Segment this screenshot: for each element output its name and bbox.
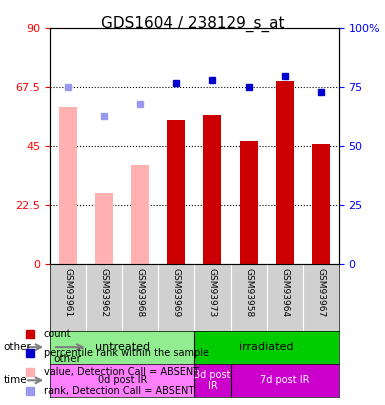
Bar [95, 194, 113, 264]
Bar [59, 107, 77, 264]
Text: time: time [4, 375, 27, 385]
Text: other: other [53, 354, 81, 364]
Bar [194, 330, 339, 364]
Bar [50, 364, 194, 397]
Text: rank, Detection Call = ABSENT: rank, Detection Call = ABSENT [44, 386, 194, 396]
Text: GSM93967: GSM93967 [316, 268, 325, 317]
Text: GSM93958: GSM93958 [244, 268, 253, 317]
Text: 7d post IR: 7d post IR [260, 375, 310, 385]
Bar [194, 364, 231, 397]
Text: GSM93973: GSM93973 [208, 268, 217, 317]
Bar [276, 81, 294, 264]
Bar [312, 144, 330, 264]
Text: other: other [4, 342, 32, 352]
Text: GDS1604 / 238129_s_at: GDS1604 / 238129_s_at [101, 16, 284, 32]
Text: 3d post
IR: 3d post IR [194, 369, 231, 391]
Text: 0d post IR: 0d post IR [97, 375, 147, 385]
Text: count: count [44, 328, 71, 339]
Text: GSM93964: GSM93964 [280, 268, 289, 317]
Bar [131, 164, 149, 264]
Text: value, Detection Call = ABSENT: value, Detection Call = ABSENT [44, 367, 199, 377]
Text: percentile rank within the sample: percentile rank within the sample [44, 348, 209, 358]
Text: GSM93968: GSM93968 [136, 268, 145, 317]
Text: GSM93961: GSM93961 [64, 268, 73, 317]
Bar [239, 141, 258, 264]
Bar [50, 330, 194, 364]
Text: GSM93969: GSM93969 [172, 268, 181, 317]
Text: irradiated: irradiated [239, 342, 294, 352]
Text: GSM93962: GSM93962 [100, 268, 109, 317]
Bar [231, 364, 339, 397]
Bar [203, 115, 221, 264]
Bar [167, 120, 186, 264]
Text: untreated: untreated [95, 342, 150, 352]
